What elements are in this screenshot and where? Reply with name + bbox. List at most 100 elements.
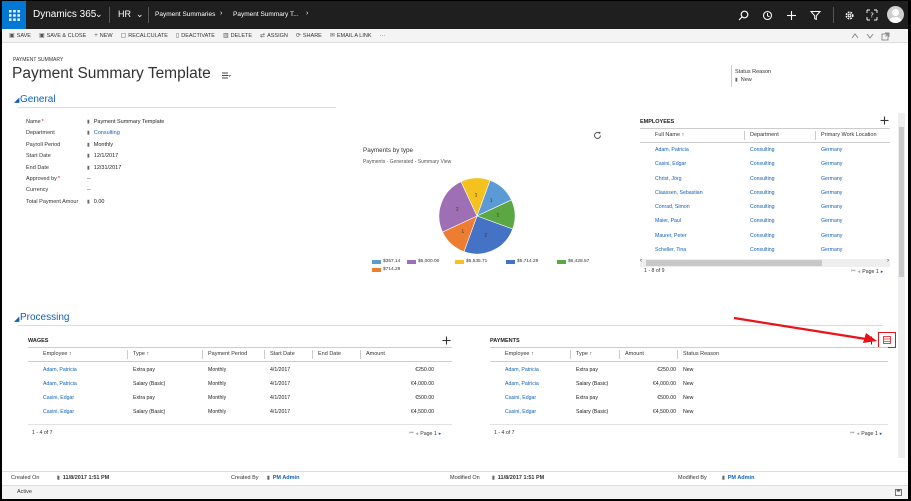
new-record-icon[interactable] [786,10,797,21]
legend-item[interactable]: $5,714.29 [506,259,538,264]
table-row[interactable]: Maurer, Peter Consulting Germany [640,230,890,244]
table-cell[interactable]: Consulting [750,218,775,225]
table-cell[interactable]: Adam, Patricia [43,381,77,387]
popout-icon[interactable] [881,32,890,41]
filter-icon[interactable] [810,10,821,21]
table-row[interactable]: Christ, Jörg Consulting Germany [640,173,890,187]
new-button[interactable]: + NEW [94,32,113,39]
refresh-chart-icon[interactable] [593,131,602,140]
table-cell[interactable]: Germany [821,232,843,239]
table-cell[interactable]: Adam, Patricia [655,147,689,153]
column-header[interactable]: End Date [318,351,341,357]
table-cell[interactable]: Germany [821,175,843,182]
app-launcher-icon[interactable] [2,1,26,29]
general-section-title[interactable]: General [20,94,56,105]
table-cell[interactable]: Adam, Patricia [43,367,77,373]
field-value[interactable]: ▮ Consulting [87,130,120,137]
legend-item[interactable]: $6,428.57 [557,259,589,264]
column-header[interactable]: Start Date [270,351,295,357]
table-cell[interactable]: Conrad, Simon [655,204,690,211]
legend-item[interactable]: $357.14 [372,259,400,264]
table-cell[interactable]: Consulting [750,189,775,196]
help-icon[interactable]: ? [866,9,878,21]
table-cell[interactable]: Maurer, Peter [655,232,687,239]
pie-slice[interactable] [463,215,514,255]
modified-by-value[interactable]: ▮ PM Admin [722,475,755,481]
search-icon[interactable] [738,10,749,21]
form-vertical-scrollbar[interactable] [898,113,905,458]
save-and-close-button[interactable]: ▣ SAVE & CLOSE [38,32,87,40]
table-cell[interactable]: Germany [821,204,843,211]
legend-item[interactable]: $5,535.71 [455,259,487,264]
table-row[interactable]: Casini, Edgar Extra pay €500.00 New [490,392,888,406]
table-cell[interactable]: Casini, Edgar [43,409,75,415]
previous-page-icon[interactable]: ◂ [857,268,861,275]
pie-slice[interactable] [438,181,478,233]
first-page-icon[interactable]: ⏮ [850,430,855,436]
previous-record-icon[interactable] [851,32,859,40]
first-page-icon[interactable]: ⏮ [851,268,856,274]
table-cell[interactable]: Germany [821,161,843,168]
delete-button[interactable]: ▥ DELETE [222,32,253,40]
recalculate-button[interactable]: ▢ RECALCULATE [120,32,168,40]
column-header[interactable]: Primary Work Location [821,132,877,138]
legend-item[interactable]: $714.29 [372,267,400,272]
pie-slice[interactable] [460,177,491,217]
save-button[interactable]: ▣ SAVE [9,32,31,40]
column-header[interactable]: Department [750,132,779,138]
column-header[interactable]: Amount [366,351,385,357]
column-header[interactable]: Status Reason [683,351,720,357]
next-page-icon[interactable]: ▸ [880,268,884,275]
column-header[interactable]: Amount [625,351,644,357]
processing-section-title[interactable]: Processing [20,312,70,323]
module-title[interactable]: HR [118,9,131,19]
table-cell[interactable]: Claassen, Sebastian [655,189,703,196]
module-chevron-icon[interactable]: ⌄ [136,9,144,19]
table-cell[interactable]: Christ, Jörg [655,175,682,182]
table-cell[interactable]: Germany [821,247,843,254]
table-cell[interactable]: Adam, Patricia [505,381,539,387]
table-row[interactable]: Casini, Edgar Salary (Basic) €4,500.00 New [490,406,888,420]
table-cell[interactable]: Consulting [750,247,775,254]
app-title[interactable]: Dynamics 365 [33,9,97,20]
save-status-icon[interactable] [895,489,902,496]
assign-button[interactable]: ⇄ ASSIGN [260,32,288,40]
next-record-icon[interactable] [866,32,874,40]
column-header[interactable]: Payment Period [208,351,248,357]
table-row[interactable]: Adam, Patricia Extra pay Monthly 4/1/2017 €2… [28,364,452,378]
next-page-icon[interactable]: ▸ [879,430,883,437]
previous-page-icon[interactable]: ◂ [856,430,860,437]
column-header[interactable]: Full Name ↑ [655,132,685,138]
table-cell[interactable]: Adam, Patricia [505,367,539,373]
table-row[interactable]: Adam, Patricia Extra pay €250.00 New [490,364,888,378]
user-avatar[interactable] [887,6,904,23]
share-button[interactable]: ⟳ SHARE [295,32,322,40]
column-header[interactable]: Type ↑ [576,351,593,357]
form-selector-icon[interactable] [222,72,231,79]
breadcrumb-current-record[interactable]: Payment Summary T... [233,11,299,18]
table-row[interactable]: Casini, Edgar Salary (Basic) Monthly 4/1/20… [28,406,452,420]
table-cell[interactable]: Consulting [750,175,775,182]
table-cell[interactable]: Consulting [750,147,775,153]
settings-gear-icon[interactable] [844,10,855,21]
column-header[interactable]: Employee ↑ [43,351,72,357]
previous-page-icon[interactable]: ◂ [415,430,419,437]
table-cell[interactable]: Casini, Edgar [655,161,687,168]
table-row[interactable]: Casini, Edgar Consulting Germany [640,158,890,172]
table-cell[interactable]: Consulting [750,232,775,239]
add-employee-icon[interactable] [880,116,889,125]
table-cell[interactable]: Germany [821,147,843,153]
table-row[interactable]: Maier, Paul Consulting Germany [640,215,890,229]
table-row[interactable]: Scheller, Tina Consulting Germany [640,244,890,258]
table-cell[interactable]: Consulting [750,204,775,211]
table-row[interactable]: Casini, Edgar Extra pay Monthly 4/1/2017 €50… [28,392,452,406]
add-wage-icon[interactable] [442,336,451,345]
table-cell[interactable]: Maier, Paul [655,218,681,225]
table-cell[interactable]: Germany [821,218,843,225]
table-row[interactable]: Claassen, Sebastian Consulting Germany [640,187,890,201]
general-collapse-icon[interactable]: ◢ [14,97,20,104]
table-cell[interactable]: Casini, Edgar [43,395,75,401]
table-row[interactable]: Adam, Patricia Salary (Basic) €4,000.00 New [490,378,888,392]
view-selector-button[interactable] [878,332,896,348]
more-commands-button[interactable]: ··· [380,33,386,39]
